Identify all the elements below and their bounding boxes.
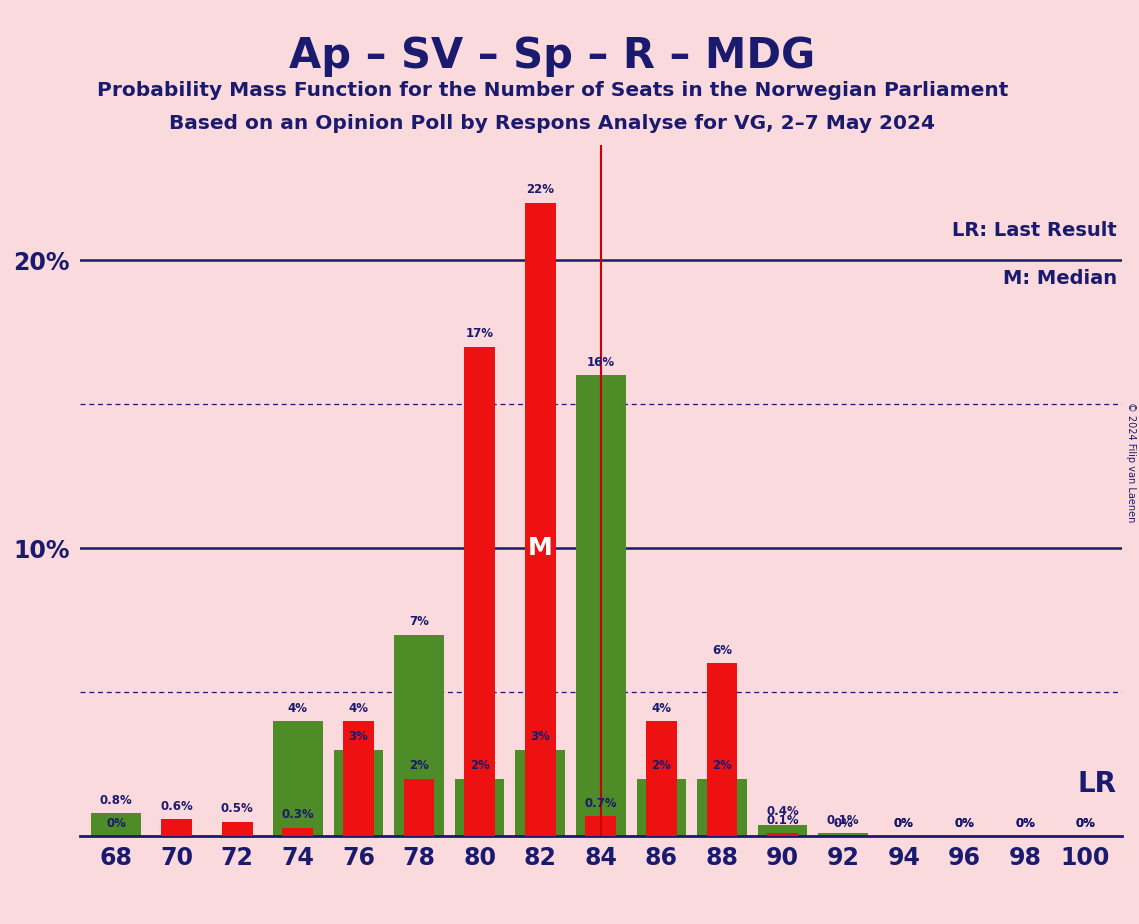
- Text: 2%: 2%: [652, 760, 671, 772]
- Bar: [515, 750, 565, 836]
- Text: 6%: 6%: [712, 644, 732, 657]
- Bar: [222, 821, 253, 836]
- Text: LR: LR: [1077, 771, 1116, 798]
- Text: LR: Last Result: LR: Last Result: [952, 221, 1116, 240]
- Bar: [343, 721, 374, 836]
- Text: 7%: 7%: [409, 615, 429, 628]
- Text: 0.1%: 0.1%: [767, 814, 798, 827]
- Text: M: M: [527, 536, 552, 560]
- Bar: [757, 825, 808, 836]
- Bar: [403, 779, 434, 836]
- Bar: [818, 833, 868, 836]
- Text: 16%: 16%: [587, 356, 615, 369]
- Bar: [394, 635, 444, 836]
- Bar: [697, 779, 747, 836]
- Text: 4%: 4%: [652, 701, 671, 714]
- Text: 0.1%: 0.1%: [827, 814, 860, 827]
- Bar: [454, 779, 505, 836]
- Text: 0.5%: 0.5%: [221, 802, 254, 816]
- Text: M: Median: M: Median: [1002, 270, 1116, 288]
- Text: © 2024 Filip van Laenen: © 2024 Filip van Laenen: [1126, 402, 1136, 522]
- Text: 4%: 4%: [288, 701, 308, 714]
- Text: 0%: 0%: [834, 817, 853, 830]
- Text: 0%: 0%: [954, 817, 974, 830]
- Bar: [637, 779, 687, 836]
- Bar: [768, 833, 798, 836]
- Text: 0%: 0%: [1075, 817, 1096, 830]
- Text: 0.8%: 0.8%: [100, 794, 132, 807]
- Text: 0%: 0%: [106, 817, 126, 830]
- Text: 0%: 0%: [1015, 817, 1035, 830]
- Text: 17%: 17%: [466, 327, 493, 340]
- Bar: [282, 828, 313, 836]
- Bar: [334, 750, 384, 836]
- Bar: [585, 816, 616, 836]
- Text: 2%: 2%: [469, 760, 490, 772]
- Bar: [646, 721, 677, 836]
- Text: Ap – SV – Sp – R – MDG: Ap – SV – Sp – R – MDG: [289, 35, 816, 77]
- Text: 0%: 0%: [894, 817, 913, 830]
- Text: 0.4%: 0.4%: [767, 806, 798, 819]
- Text: 3%: 3%: [531, 731, 550, 744]
- Text: 4%: 4%: [349, 701, 368, 714]
- Text: 0%: 0%: [954, 817, 974, 830]
- Text: 0.6%: 0.6%: [161, 799, 192, 812]
- Bar: [273, 721, 322, 836]
- Bar: [576, 375, 625, 836]
- Text: 22%: 22%: [526, 183, 555, 196]
- Text: 2%: 2%: [712, 760, 732, 772]
- Text: 2%: 2%: [409, 760, 429, 772]
- Text: 3%: 3%: [349, 731, 368, 744]
- Text: Based on an Opinion Poll by Respons Analyse for VG, 2–7 May 2024: Based on an Opinion Poll by Respons Anal…: [170, 114, 935, 133]
- Text: 0%: 0%: [894, 817, 913, 830]
- Text: 0%: 0%: [1015, 817, 1035, 830]
- Bar: [465, 346, 495, 836]
- Text: 0.7%: 0.7%: [584, 796, 617, 809]
- Bar: [525, 202, 556, 836]
- Text: 0.3%: 0.3%: [281, 808, 314, 821]
- Bar: [91, 813, 141, 836]
- Bar: [162, 819, 192, 836]
- Bar: [706, 663, 737, 836]
- Text: 0%: 0%: [1075, 817, 1096, 830]
- Text: Probability Mass Function for the Number of Seats in the Norwegian Parliament: Probability Mass Function for the Number…: [97, 81, 1008, 101]
